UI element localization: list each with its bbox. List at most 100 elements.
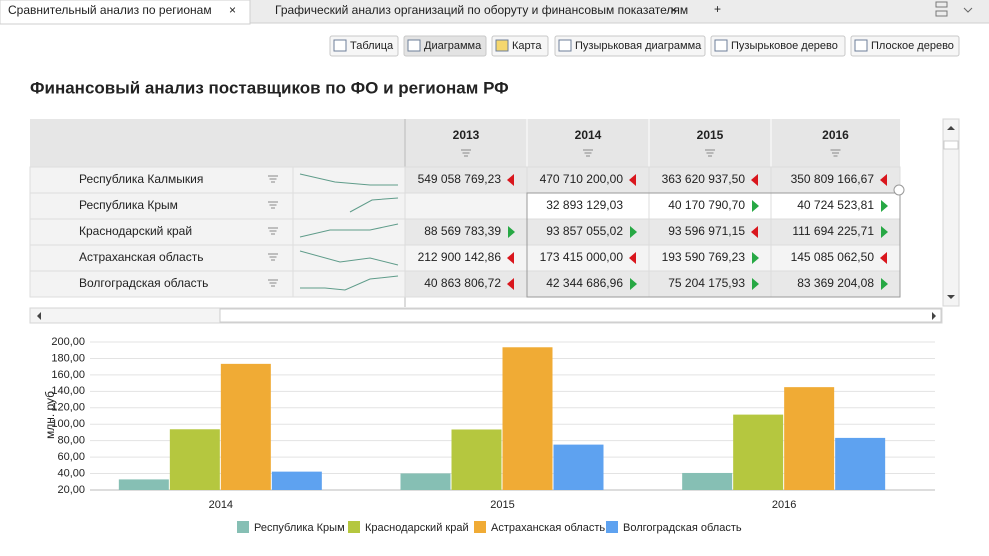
tab-close[interactable]: ×	[229, 3, 236, 17]
y-tick-label: 80,00	[57, 435, 85, 447]
legend-swatch	[474, 521, 486, 533]
toolbar-button[interactable]	[403, 35, 487, 57]
cell-value: 88 569 783,39	[424, 224, 501, 238]
button-icon	[714, 39, 728, 52]
tab-add[interactable]: +	[714, 2, 721, 16]
tab-title[interactable]: Сравнительный анализ по регионам	[8, 3, 212, 17]
cell-value: 93 857 055,02	[546, 224, 623, 238]
button-label[interactable]: Пузырьковое дерево	[731, 40, 838, 52]
value-cell	[648, 166, 772, 194]
value-cell	[404, 192, 528, 220]
filter-icon[interactable]	[705, 149, 715, 157]
row-name-cell	[29, 166, 406, 194]
bar	[220, 363, 271, 490]
button-icon	[495, 39, 509, 52]
y-tick-label: 200,00	[51, 336, 85, 348]
row-name-cell	[29, 244, 406, 272]
trend-up	[752, 200, 759, 212]
toolbar-button[interactable]	[554, 35, 706, 57]
tab-close[interactable]: ×	[670, 3, 677, 17]
tab-active[interactable]	[0, 0, 251, 25]
trend-down	[880, 174, 887, 186]
expand-handle[interactable]	[893, 184, 905, 196]
trend-up	[630, 278, 637, 290]
cell-value: 363 620 937,50	[662, 172, 746, 186]
filter-icon[interactable]	[268, 227, 278, 235]
bar	[169, 429, 220, 490]
region-name: Республика Крым	[79, 198, 178, 212]
sparkline	[300, 275, 399, 291]
x-tick-label: 2015	[490, 499, 514, 511]
trend-up	[752, 278, 759, 290]
cell-value: 111 694 225,71	[792, 224, 874, 238]
button-icon	[333, 39, 347, 52]
toolbar-button[interactable]	[850, 35, 960, 57]
filter-icon[interactable]	[268, 175, 278, 183]
x-tick-label: 2014	[209, 499, 233, 511]
bar	[835, 437, 886, 490]
menu-chevron[interactable]	[963, 7, 973, 13]
trend-down	[507, 252, 514, 264]
cell-value: 40 724 523,81	[797, 198, 874, 212]
selection-frame	[526, 192, 901, 298]
bar	[784, 387, 835, 490]
button-icon	[407, 39, 421, 52]
bar	[400, 473, 451, 490]
button-icon	[854, 39, 868, 52]
cell-value: 93 596 971,15	[668, 224, 745, 238]
button-label[interactable]: Таблица	[350, 40, 394, 52]
filter-icon[interactable]	[268, 201, 278, 209]
cell-value: 40 863 806,72	[424, 276, 501, 290]
cell-value: 32 893 129,03	[546, 198, 623, 212]
toolbar-button[interactable]	[329, 35, 399, 57]
button-label[interactable]: Карта	[512, 40, 542, 52]
region-name: Волгоградская область	[79, 276, 208, 290]
cell-value: 350 809 166,67	[791, 172, 875, 186]
cell-value: 42 344 686,96	[546, 276, 623, 290]
filter-icon[interactable]	[830, 149, 841, 157]
column-header: 2013	[453, 128, 480, 142]
horizontal-scrollbar[interactable]	[29, 307, 943, 324]
filter-icon[interactable]	[583, 149, 593, 157]
filter-icon[interactable]	[268, 279, 278, 287]
bar	[553, 444, 604, 490]
y-tick-label: 60,00	[57, 451, 85, 463]
toolbar-button[interactable]	[710, 35, 846, 57]
page-title: Финансовый анализ поставщиков по ФО и ре…	[30, 78, 509, 97]
filter-icon[interactable]	[268, 253, 278, 261]
trend-down	[751, 174, 758, 186]
sparkline	[299, 173, 398, 186]
sparkline	[299, 223, 399, 238]
region-name: Краснодарский край	[79, 224, 192, 238]
bar	[733, 414, 784, 490]
value-cell	[404, 270, 528, 298]
filter-icon[interactable]	[461, 149, 471, 157]
column-header: 2015	[697, 128, 724, 142]
button-label[interactable]: Пузырьковая диаграмма	[575, 40, 702, 52]
cell-value: 75 204 175,93	[668, 276, 745, 290]
value-cell	[404, 166, 528, 194]
region-name: Республика Калмыкия	[79, 172, 203, 186]
vertical-scrollbar[interactable]	[942, 118, 960, 307]
trend-up	[881, 226, 888, 238]
bar	[118, 479, 169, 490]
y-tick-label: 100,00	[51, 418, 85, 430]
button-label[interactable]: Плоское дерево	[871, 40, 954, 52]
y-tick-label: 40,00	[57, 467, 85, 479]
value-cell	[404, 218, 528, 246]
trend-up	[881, 278, 888, 290]
sparkline	[299, 250, 399, 266]
bar	[271, 471, 322, 490]
y-tick-label: 160,00	[51, 369, 85, 381]
legend-swatch	[237, 521, 249, 533]
legend-label: Краснодарский край	[365, 522, 469, 534]
cell-value: 145 085 062,50	[791, 250, 875, 264]
legend-swatch	[606, 521, 618, 533]
legend-label: Астраханская область	[491, 522, 605, 534]
button-label[interactable]: Диаграмма	[424, 40, 482, 52]
y-tick-label: 140,00	[51, 385, 85, 397]
tab-title[interactable]: Графический анализ организаций по оборут…	[275, 3, 688, 17]
legend-label: Волгоградская область	[623, 522, 742, 534]
layout-icon[interactable]	[935, 1, 948, 17]
